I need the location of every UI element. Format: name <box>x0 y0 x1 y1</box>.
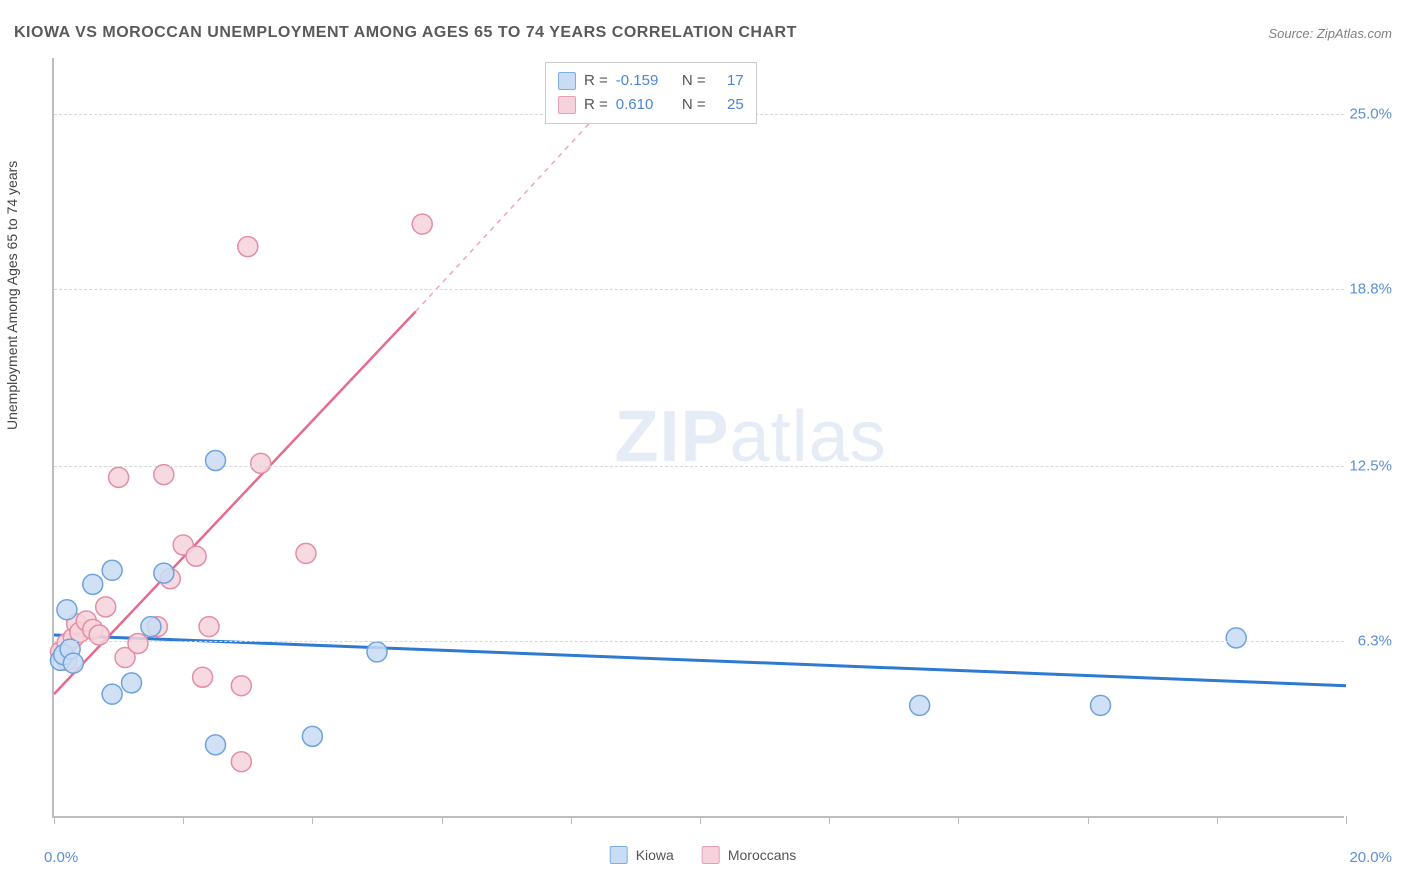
data-point-moroccans <box>251 453 271 473</box>
x-tick <box>958 816 959 824</box>
correlation-legend: R = -0.159 N = 17 R = 0.610 N = 25 <box>545 62 757 124</box>
data-point-kiowa <box>63 653 83 673</box>
gridline-h <box>54 289 1344 290</box>
gridline-h <box>54 641 1344 642</box>
data-point-kiowa <box>367 642 387 662</box>
x-tick <box>1088 816 1089 824</box>
data-point-moroccans <box>412 214 432 234</box>
legend-bottom: Kiowa Moroccans <box>610 846 797 864</box>
y-tick-label: 18.8% <box>1349 280 1392 297</box>
data-point-kiowa <box>57 600 77 620</box>
corr-row-moroccans: R = 0.610 N = 25 <box>558 93 744 117</box>
scatter-svg <box>54 58 1344 816</box>
data-point-kiowa <box>154 563 174 583</box>
chart-source: Source: ZipAtlas.com <box>1268 26 1392 41</box>
x-tick <box>312 816 313 824</box>
data-point-kiowa <box>206 451 226 471</box>
corr-r-label-1: R = <box>584 93 608 117</box>
data-point-kiowa <box>83 574 103 594</box>
data-point-kiowa <box>206 735 226 755</box>
data-point-moroccans <box>154 465 174 485</box>
chart-plot-area: ZIPatlas <box>52 58 1344 818</box>
data-point-moroccans <box>231 752 251 772</box>
data-point-moroccans <box>231 676 251 696</box>
x-tick <box>183 816 184 824</box>
y-tick-label: 25.0% <box>1349 106 1392 123</box>
legend-label-moroccans: Moroccans <box>728 847 796 863</box>
corr-row-kiowa: R = -0.159 N = 17 <box>558 69 744 93</box>
data-point-kiowa <box>141 617 161 637</box>
y-tick-label: 12.5% <box>1349 458 1392 475</box>
corr-n-label-0: N = <box>678 69 706 93</box>
data-point-kiowa <box>1226 628 1246 648</box>
corr-swatch-moroccans <box>558 96 576 114</box>
legend-item-moroccans: Moroccans <box>702 846 796 864</box>
data-point-moroccans <box>128 633 148 653</box>
x-tick <box>1346 816 1347 824</box>
legend-swatch-moroccans <box>702 846 720 864</box>
corr-r-value-0: -0.159 <box>616 69 670 93</box>
corr-n-value-1: 25 <box>714 93 744 117</box>
corr-r-value-1: 0.610 <box>616 93 670 117</box>
x-tick <box>1217 816 1218 824</box>
data-point-moroccans <box>89 625 109 645</box>
gridline-h <box>54 466 1344 467</box>
legend-item-kiowa: Kiowa <box>610 846 674 864</box>
x-tick <box>829 816 830 824</box>
legend-swatch-kiowa <box>610 846 628 864</box>
x-axis-min-label: 0.0% <box>44 849 78 866</box>
data-point-moroccans <box>199 617 219 637</box>
data-point-kiowa <box>302 726 322 746</box>
chart-header: KIOWA VS MOROCCAN UNEMPLOYMENT AMONG AGE… <box>14 18 1392 48</box>
legend-label-kiowa: Kiowa <box>636 847 674 863</box>
data-point-moroccans <box>193 667 213 687</box>
x-axis-max-label: 20.0% <box>1349 849 1392 866</box>
data-point-moroccans <box>296 543 316 563</box>
x-tick <box>700 816 701 824</box>
x-tick <box>571 816 572 824</box>
chart-title: KIOWA VS MOROCCAN UNEMPLOYMENT AMONG AGE… <box>14 24 797 42</box>
data-point-kiowa <box>102 560 122 580</box>
data-point-moroccans <box>238 237 258 257</box>
data-point-moroccans <box>186 546 206 566</box>
data-point-kiowa <box>102 684 122 704</box>
corr-n-value-0: 17 <box>714 69 744 93</box>
x-tick <box>442 816 443 824</box>
data-point-kiowa <box>1091 695 1111 715</box>
corr-r-label-0: R = <box>584 69 608 93</box>
y-axis-label: Unemployment Among Ages 65 to 74 years <box>4 161 20 430</box>
data-point-moroccans <box>109 467 129 487</box>
corr-swatch-kiowa <box>558 72 576 90</box>
corr-n-label-1: N = <box>678 93 706 117</box>
data-point-kiowa <box>910 695 930 715</box>
data-point-moroccans <box>96 597 116 617</box>
x-tick <box>54 816 55 824</box>
y-tick-label: 6.3% <box>1358 632 1392 649</box>
data-point-kiowa <box>122 673 142 693</box>
